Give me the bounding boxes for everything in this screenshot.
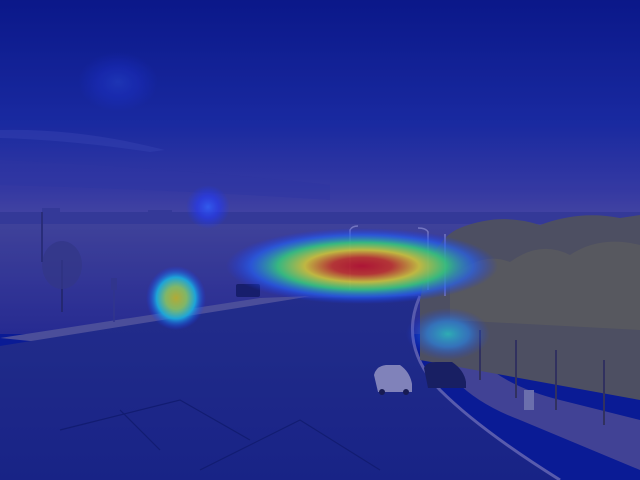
road-sign — [111, 278, 117, 290]
main-hotspot — [226, 228, 498, 304]
sky-hotspot — [186, 185, 230, 229]
tree-hotspot — [406, 308, 490, 360]
utility-box — [524, 390, 534, 410]
car-dark — [424, 362, 466, 388]
car-white — [374, 365, 412, 395]
left-secondary-blue — [78, 52, 158, 112]
left-tree — [42, 241, 82, 312]
haze-band — [0, 160, 330, 200]
cloud-streak — [0, 129, 165, 152]
left-hotspot — [146, 266, 206, 330]
road-cracks — [59, 399, 381, 471]
road — [0, 296, 560, 480]
heatmap-overlay — [78, 52, 498, 360]
